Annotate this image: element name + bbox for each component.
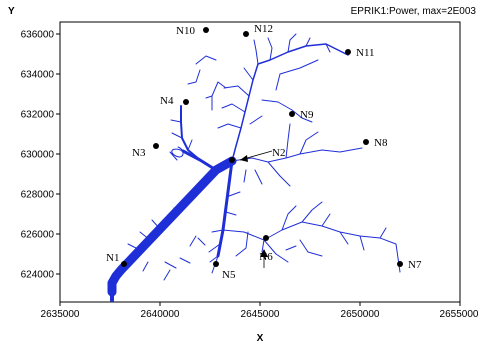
node-marker-n8[interactable] — [363, 139, 369, 145]
y-tick-label: 636000 — [21, 30, 55, 41]
node-label-n12: N12 — [254, 23, 273, 35]
branch-n4-laterals — [170, 119, 193, 151]
branch-north-laterals — [187, 33, 331, 129]
node-label-n2: N2 — [272, 147, 285, 159]
y-tick-label: 624000 — [21, 270, 55, 281]
feeder-network — [107, 33, 401, 302]
node-marker-n4[interactable] — [183, 99, 189, 105]
node-label-n7: N7 — [408, 259, 422, 271]
y-tick-label: 628000 — [21, 190, 55, 201]
node-marker-n2[interactable] — [229, 157, 235, 163]
node-label-n9: N9 — [300, 109, 314, 121]
x-tick-label: 2650000 — [341, 309, 380, 320]
node-marker-n12[interactable] — [243, 31, 249, 37]
plot-title: EPRIK1:Power, max=2E003 — [351, 6, 477, 17]
node-marker-n9[interactable] — [289, 111, 295, 117]
y-axis-label: Y — [8, 6, 15, 17]
x-tick-label: 2640000 — [141, 309, 180, 320]
node-marker-n5[interactable] — [213, 261, 219, 267]
node-label-n6: N6 — [259, 251, 273, 263]
node-marker-n7[interactable] — [397, 261, 403, 267]
y-tick-label: 634000 — [21, 70, 55, 81]
y-axis-ticks: 624000 626000 628000 630000 632000 634000 6360… — [21, 30, 60, 281]
node-label-n4: N4 — [160, 95, 174, 107]
node-marker-n3[interactable] — [153, 143, 159, 149]
x-tick-label: 2645000 — [241, 309, 280, 320]
arrow-n2-head — [240, 155, 248, 162]
node-marker-n6[interactable] — [263, 235, 269, 241]
y-tick-label: 626000 — [21, 230, 55, 241]
node-label-n1: N1 — [106, 252, 119, 264]
node-label-n11: N11 — [356, 47, 375, 59]
x-axis-ticks: 2635000 2640000 2645000 2650000 2655000 — [41, 302, 479, 320]
node-label-n5: N5 — [222, 269, 236, 281]
branch-southeast — [222, 201, 401, 273]
x-tick-label: 2655000 — [440, 309, 479, 320]
branch-south-laterals — [208, 191, 241, 274]
y-tick-label: 632000 — [21, 110, 55, 121]
x-axis-label: X — [257, 333, 264, 344]
arrow-n6-head — [260, 249, 268, 257]
y-tick-label: 630000 — [21, 150, 55, 161]
node-label-n8: N8 — [374, 137, 388, 149]
node-label-n10: N10 — [176, 25, 195, 37]
node-label-n3: N3 — [132, 147, 146, 159]
branch-east — [231, 123, 363, 187]
x-tick-label: 2635000 — [41, 309, 80, 320]
node-marker-n10[interactable] — [203, 27, 209, 33]
trunk-laterals — [127, 207, 206, 281]
branch-north — [231, 43, 349, 162]
node-marker-n1[interactable] — [121, 261, 127, 267]
branch-south — [216, 159, 234, 258]
callout-arrows — [239, 150, 273, 268]
branch-n3-loop — [169, 146, 184, 161]
node-marker-n11[interactable] — [345, 49, 351, 55]
nodes: N1 N2 N3 N4 N5 N6 N7 N8 N9 N10 N11 N12 — [106, 23, 422, 281]
